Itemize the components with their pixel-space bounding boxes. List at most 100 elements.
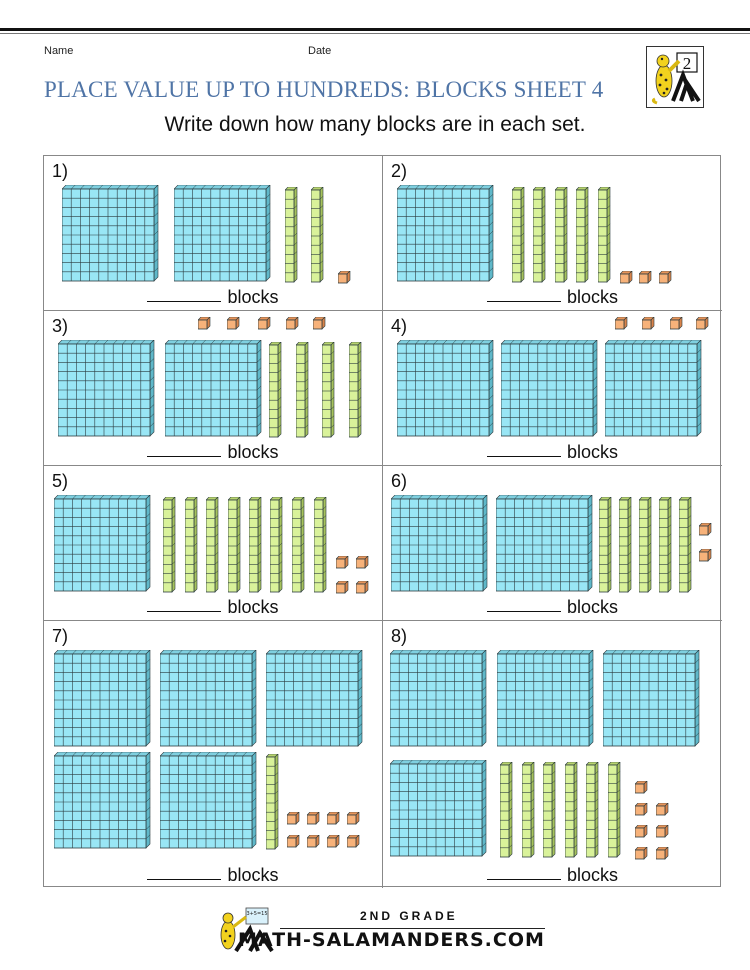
board-text: 3+5=15 <box>246 911 267 917</box>
ten-rod <box>532 186 546 288</box>
ten-rod <box>554 186 568 288</box>
hundred-block <box>495 494 593 597</box>
ten-rod <box>291 496 305 598</box>
one-cube <box>285 316 299 335</box>
ten-rod <box>284 186 298 288</box>
one-cube <box>655 846 669 865</box>
hundred-block <box>390 494 488 597</box>
date-label: Date <box>308 45 332 57</box>
hundred-block <box>173 184 271 287</box>
one-cube <box>326 811 340 830</box>
answer-suffix: blocks <box>227 597 279 617</box>
one-cube <box>346 811 360 830</box>
ten-rod <box>511 186 525 288</box>
problem-1: 1) blocks <box>44 156 383 311</box>
one-cube <box>634 780 648 799</box>
answer-blank[interactable] <box>486 300 561 302</box>
ten-rod <box>618 496 632 598</box>
ten-rod <box>607 761 621 863</box>
answer-blank[interactable] <box>147 878 222 880</box>
answer-blank[interactable] <box>486 610 561 612</box>
hundred-block <box>53 751 151 854</box>
ten-rod <box>162 496 176 598</box>
one-cube <box>634 846 648 865</box>
problem-number: 8) <box>391 626 408 646</box>
name-label: Name <box>44 45 74 57</box>
hundred-block <box>53 494 151 597</box>
answer-blank[interactable] <box>486 455 561 457</box>
answer-line[interactable]: blocks <box>383 442 722 463</box>
answer-line[interactable]: blocks <box>44 442 382 463</box>
one-cube <box>286 811 300 830</box>
one-cube <box>355 580 369 599</box>
one-cube <box>695 316 709 335</box>
ten-rod <box>295 341 309 443</box>
ten-rod <box>585 761 599 863</box>
ten-rod <box>313 496 327 598</box>
one-cube <box>286 834 300 853</box>
problem-5: 5) blocks <box>44 466 383 621</box>
footer-rule <box>280 928 545 929</box>
ten-rod <box>205 496 219 598</box>
answer-line[interactable]: blocks <box>383 597 722 618</box>
answer-line[interactable]: blocks <box>383 287 722 308</box>
answer-blank[interactable] <box>147 610 222 612</box>
hundred-block <box>53 649 151 752</box>
problem-7: 7) blocks <box>44 621 383 888</box>
ten-rod <box>521 761 535 863</box>
hundred-block <box>389 759 487 862</box>
one-cube <box>641 316 655 335</box>
ten-rod <box>542 761 556 863</box>
top-rule-thin <box>0 33 750 34</box>
problem-number: 3) <box>52 316 69 336</box>
answer-suffix: blocks <box>566 442 619 462</box>
hundred-block <box>57 339 155 442</box>
one-cube <box>655 824 669 843</box>
problem-number: 2) <box>391 161 408 181</box>
problem-number: 1) <box>52 161 69 181</box>
problem-8: 8) blocks <box>383 621 722 888</box>
ten-rod <box>184 496 198 598</box>
one-cube <box>226 316 240 335</box>
ten-rod <box>310 186 324 288</box>
one-cube <box>337 270 351 289</box>
answer-blank[interactable] <box>147 455 222 457</box>
problem-2: 2) blocks <box>383 156 722 311</box>
one-cube <box>634 802 648 821</box>
one-cube <box>698 548 712 567</box>
hundred-block <box>496 649 594 752</box>
ten-rod <box>598 496 612 598</box>
answer-line[interactable]: blocks <box>44 865 382 886</box>
hundred-block <box>61 184 159 287</box>
ten-rod <box>321 341 335 443</box>
hundred-block <box>265 649 363 752</box>
hundred-block <box>396 339 494 442</box>
site-footer-logo: 3+5=15 2ND GRADE MATH-SALAMANDERS.COM <box>210 905 550 955</box>
answer-suffix: blocks <box>227 442 279 462</box>
one-cube <box>197 316 211 335</box>
problem-number: 5) <box>52 471 69 491</box>
one-cube <box>619 270 633 289</box>
ten-rod <box>268 341 282 443</box>
instructions: Write down how many blocks are in each s… <box>164 113 586 136</box>
ten-rod <box>658 496 672 598</box>
one-cube <box>658 270 672 289</box>
problem-number: 6) <box>391 471 408 491</box>
ten-rod <box>348 341 362 443</box>
hundred-block <box>159 751 257 854</box>
answer-line[interactable]: blocks <box>44 597 382 618</box>
one-cube <box>306 811 320 830</box>
salamander-icon: 2 <box>651 52 701 105</box>
logo-badge-text: 2 <box>683 54 692 73</box>
answer-blank[interactable] <box>147 300 222 302</box>
one-cube <box>326 834 340 853</box>
answer-blank[interactable] <box>486 878 561 880</box>
hundred-block <box>500 339 598 442</box>
top-rule <box>0 28 750 31</box>
answer-line[interactable]: blocks <box>383 865 722 886</box>
problem-number: 7) <box>52 626 69 646</box>
answer-line[interactable]: blocks <box>44 287 382 308</box>
problem-number: 4) <box>391 316 408 336</box>
hundred-block <box>159 649 257 752</box>
hundred-block <box>602 649 700 752</box>
